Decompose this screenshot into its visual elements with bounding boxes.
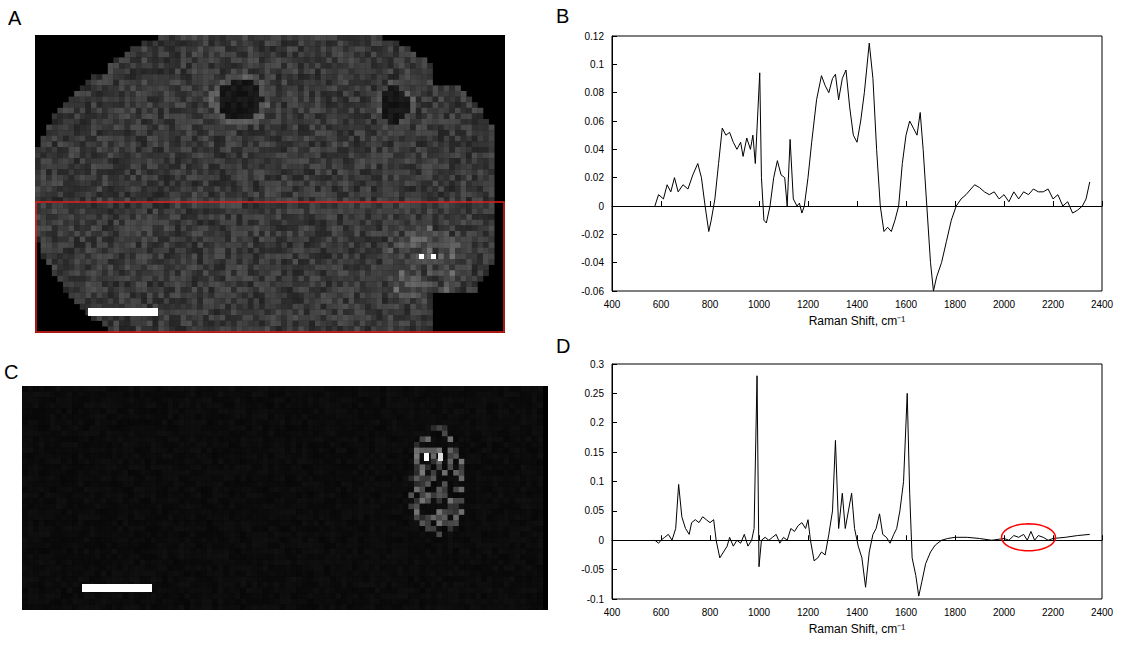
svg-text:-0.1: -0.1 — [587, 594, 605, 605]
svg-text:0.08: 0.08 — [585, 87, 605, 98]
svg-text:2400: 2400 — [1091, 607, 1114, 618]
svg-text:0.06: 0.06 — [585, 116, 605, 127]
svg-text:1200: 1200 — [797, 607, 820, 618]
svg-text:0.02: 0.02 — [585, 172, 605, 183]
svg-text:2400: 2400 — [1091, 299, 1114, 310]
svg-text:0.2: 0.2 — [590, 417, 604, 428]
svg-text:600: 600 — [653, 299, 670, 310]
svg-text:600: 600 — [653, 607, 670, 618]
svg-text:0.05: 0.05 — [585, 505, 605, 516]
svg-text:1200: 1200 — [797, 299, 820, 310]
svg-text:400: 400 — [604, 299, 621, 310]
svg-text:800: 800 — [702, 299, 719, 310]
svg-text:Raman Shift, cm⁻¹: Raman Shift, cm⁻¹ — [809, 622, 906, 636]
svg-text:2000: 2000 — [993, 607, 1016, 618]
svg-text:400: 400 — [604, 607, 621, 618]
svg-text:1400: 1400 — [846, 607, 869, 618]
html-text:D: D — [556, 335, 571, 357]
html-text:C: C — [4, 361, 19, 383]
html-text:B: B — [556, 5, 570, 27]
svg-text:1000: 1000 — [748, 607, 771, 618]
svg-text:2200: 2200 — [1042, 607, 1065, 618]
svg-text:0.1: 0.1 — [590, 59, 604, 70]
svg-text:0: 0 — [598, 201, 604, 212]
svg-text:2200: 2200 — [1042, 299, 1065, 310]
svg-text:0.12: 0.12 — [585, 31, 605, 42]
svg-text:1800: 1800 — [944, 299, 967, 310]
svg-text:1600: 1600 — [895, 607, 918, 618]
svg-text:0.04: 0.04 — [585, 144, 605, 155]
html-text:A: A — [8, 7, 22, 29]
svg-text:Raman Shift, cm⁻¹: Raman Shift, cm⁻¹ — [809, 314, 906, 328]
svg-text:-0.04: -0.04 — [581, 257, 604, 268]
svg-text:-0.06: -0.06 — [581, 286, 604, 297]
svg-text:1600: 1600 — [895, 299, 918, 310]
svg-text:0.3: 0.3 — [590, 359, 604, 370]
svg-text:-0.05: -0.05 — [581, 564, 604, 575]
svg-text:800: 800 — [702, 607, 719, 618]
svg-text:0.25: 0.25 — [585, 388, 605, 399]
svg-text:0: 0 — [598, 535, 604, 546]
svg-text:1000: 1000 — [748, 299, 771, 310]
svg-text:0.1: 0.1 — [590, 476, 604, 487]
svg-text:0.15: 0.15 — [585, 447, 605, 458]
svg-text:2000: 2000 — [993, 299, 1016, 310]
svg-text:1800: 1800 — [944, 607, 967, 618]
svg-text:-0.02: -0.02 — [581, 229, 604, 240]
svg-text:1400: 1400 — [846, 299, 869, 310]
